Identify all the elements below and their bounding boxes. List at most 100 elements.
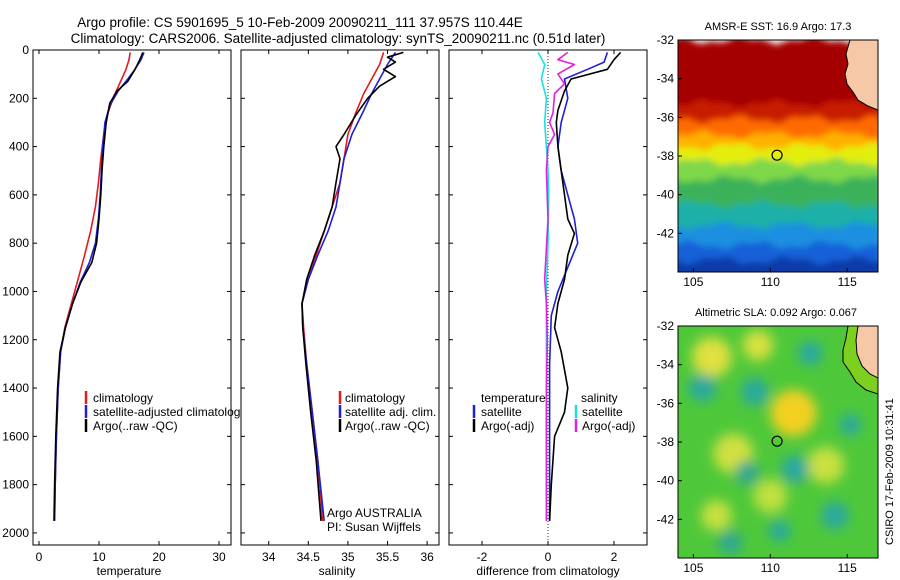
sst-ytick-label: -36	[657, 110, 675, 124]
sal-xtick-label: 34.5	[297, 550, 321, 564]
sla-argo-location-marker	[771, 435, 783, 447]
sla-anomaly-blob-5	[807, 446, 845, 484]
sal-xtick-label: 35.5	[376, 550, 400, 564]
temp-legend-satellite: satellite-adjusted climatology	[93, 405, 246, 419]
temp-xtick-label: 20	[152, 550, 166, 564]
diff-xtick-label: 0	[545, 550, 552, 564]
sla-map-title: Altimetric SLA: 0.092 Argo: 0.067	[695, 307, 857, 319]
sla-anomaly-blob-7	[701, 500, 732, 531]
temp-ytick-label: 1400	[2, 381, 29, 395]
sla-ytick-label: -36	[657, 396, 675, 410]
diff-series-temperature-argo-adj	[548, 51, 622, 521]
sla-ytick-label: -42	[657, 512, 675, 526]
sla-anomaly-blob-1	[770, 389, 817, 437]
temp-ytick-label: 200	[9, 91, 29, 105]
sal-legend-climatology: climatology	[345, 391, 405, 405]
temp-xtick-label: 30	[212, 550, 226, 564]
sla-anomaly-blob-9	[741, 377, 769, 406]
sla-anomaly-blob-10	[798, 340, 823, 366]
sla-xtick-label: 110	[761, 561, 780, 575]
salinity-annotation-line1: Argo AUSTRALIA	[327, 506, 422, 520]
diff-legend-salinity-title: salinity	[581, 391, 618, 405]
sst-band-0	[678, 40, 878, 112]
sal-xtick-label: 35	[341, 550, 355, 564]
temp-ytick-label: 0	[22, 43, 29, 57]
sla-anomaly-blob-14	[821, 501, 849, 530]
sst-ytick-label: -34	[657, 72, 675, 86]
sla-anomaly-blob-11	[734, 460, 760, 486]
sla-xtick-label: 105	[683, 561, 703, 575]
sst-xtick-label: 115	[838, 275, 857, 289]
sst-map-title: AMSR-E SST: 16.9 Argo: 17.3	[705, 21, 852, 33]
salinity-annotation-line2: PI: Susan Wijffels	[327, 520, 421, 534]
figure-title-line2: Climatology: CARS2006. Satellite-adjuste…	[71, 31, 606, 46]
difference-axes-frame	[448, 49, 648, 546]
temp-series-argo-raw-qc	[53, 52, 144, 521]
temp-ytick-label: 1000	[2, 284, 29, 298]
temp-ytick-label: 600	[9, 188, 29, 202]
sst-argo-location-marker	[771, 149, 783, 161]
diff-xtick-label: -2	[477, 550, 488, 564]
sla-anomaly-blob-16	[768, 520, 791, 542]
salinity-panel: 34 34.5 35 35.5 36 salinity climatology sate…	[240, 49, 440, 578]
difference-panel: -2 0 2 difference from climatology tempera…	[448, 49, 648, 578]
temp-ytick-label: 2000	[2, 526, 29, 540]
sal-legend-satellite: satellite adj. clim.	[345, 405, 436, 419]
sal-series-argo-raw-qc	[301, 51, 404, 521]
sst-band-10	[678, 255, 878, 272]
diff-legend-sal-argo: Argo(-adj)	[582, 419, 635, 433]
temp-xtick-label: 0	[36, 550, 43, 564]
sla-map-panel: Altimetric SLA: 0.092 Argo: 0.067 105 110…	[657, 307, 879, 575]
temperature-axes-frame	[32, 49, 232, 546]
temp-legend-argo: Argo(..raw -QC)	[93, 419, 178, 433]
diff-legend-temp-satellite: satellite	[481, 405, 522, 419]
sla-ytick-label: -38	[657, 435, 675, 449]
sla-xtick-label: 115	[838, 561, 857, 575]
sla-anomaly-blob-2	[691, 336, 732, 377]
diff-series-salinity-argo-adj	[543, 51, 576, 521]
sst-ytick-label: -42	[657, 226, 675, 240]
sla-anomaly-blob-12	[781, 455, 809, 483]
temp-ytick-label: 1800	[2, 478, 29, 492]
salinity-axes-frame	[240, 49, 440, 546]
diff-xtick-label: 2	[611, 550, 618, 564]
diff-legend-temp-argo: Argo(-adj)	[481, 419, 534, 433]
salinity-legend: climatology satellite adj. clim. Argo(..…	[338, 391, 436, 433]
sst-xtick-label: 110	[761, 275, 780, 289]
diff-legend-temperature-title: temperature	[481, 391, 546, 405]
sla-anomaly-blob-13	[839, 413, 862, 436]
sla-land-australia	[855, 326, 878, 379]
difference-xlabel: difference from climatology	[476, 564, 619, 578]
difference-legend: temperature satellite Argo(-adj) salinit…	[472, 391, 635, 433]
sst-ytick-label: -40	[657, 188, 675, 202]
temperature-panel: 0 10 20 30 0 200 400 600 800 1000 1200 1400 1600 1800…	[2, 43, 246, 578]
sla-anomaly-blob-8	[688, 374, 717, 402]
sst-ytick-label: -32	[657, 33, 675, 47]
temp-ytick-label: 1200	[2, 333, 29, 347]
sla-anomaly-blob-3	[742, 329, 774, 361]
temp-ytick-label: 400	[9, 140, 29, 154]
diff-series-temperature-satellite	[548, 52, 609, 521]
side-timestamp-label: CSIRO 17-Feb-2009 10:31:41	[884, 398, 896, 545]
sal-legend-argo: Argo(..raw -QC)	[345, 419, 430, 433]
sla-ytick-label: -34	[657, 358, 675, 372]
salinity-xlabel: salinity	[319, 564, 356, 578]
sst-land-australia	[844, 40, 878, 111]
sst-xtick-label: 105	[683, 275, 703, 289]
temperature-legend: climatology satellite-adjusted climatolo…	[84, 391, 246, 433]
temp-ytick-label: 1600	[2, 429, 29, 443]
temp-ytick-label: 800	[9, 236, 29, 250]
sst-map-panel: AMSR-E SST: 16.9 Argo: 17.3 105 110 115 -32…	[657, 21, 879, 289]
diff-legend-sal-satellite: satellite	[582, 405, 623, 419]
figure-title-line1: Argo profile: CS 5901695_5 10-Feb-2009 2…	[77, 15, 523, 30]
sla-anomaly-blob-15	[718, 530, 743, 555]
sla-ytick-label: -40	[657, 474, 675, 488]
sal-xtick-label: 34	[262, 550, 276, 564]
sal-series-satellite-adj-clim	[301, 51, 397, 521]
sal-xtick-label: 36	[420, 550, 434, 564]
sla-anomaly-blob-6	[753, 479, 788, 514]
temp-xtick-label: 10	[92, 550, 106, 564]
sla-ytick-label: -32	[657, 319, 675, 333]
sst-ytick-label: -38	[657, 149, 675, 163]
